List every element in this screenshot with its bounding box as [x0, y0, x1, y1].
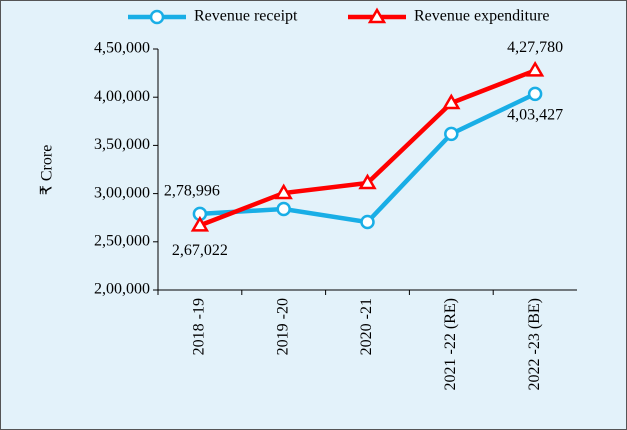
legend-label: Revenue receipt [194, 8, 298, 25]
x-tick-label: 2019 -20 [274, 298, 291, 355]
data-label: 4,27,780 [507, 39, 563, 56]
x-tick-label: 2021 -22 (RE) [442, 298, 459, 390]
data-label: 2,78,996 [164, 183, 220, 200]
point [442, 93, 461, 110]
legend-marker [149, 9, 165, 25]
y-tick-label: 3,00,000 [94, 184, 150, 201]
x-tick-label: 2020 -21 [358, 298, 375, 355]
point [190, 215, 210, 232]
point [525, 60, 545, 77]
y-tick-label: 3,50,000 [94, 136, 150, 153]
point [358, 173, 377, 190]
point [276, 201, 291, 217]
y-tick-label: 2,50,000 [94, 232, 150, 249]
y-tick-label: 4,00,000 [94, 88, 150, 105]
y-tick-label: 2,00,000 [94, 281, 150, 298]
y-axis-label: ₹ Crore [39, 145, 56, 196]
data-label: 2,67,022 [172, 242, 228, 259]
data-label: 4,03,427 [507, 107, 563, 124]
legend-label: Revenue expenditure [414, 8, 550, 25]
y-tick-label: 4,50,000 [94, 40, 150, 57]
point [360, 214, 375, 230]
x-tick-label: 2018 -19 [191, 298, 208, 355]
point [274, 183, 293, 200]
x-tick-label: 2022 -23 (BE) [526, 298, 543, 390]
legend-marker [367, 7, 387, 24]
point [527, 86, 543, 102]
point [444, 126, 459, 142]
